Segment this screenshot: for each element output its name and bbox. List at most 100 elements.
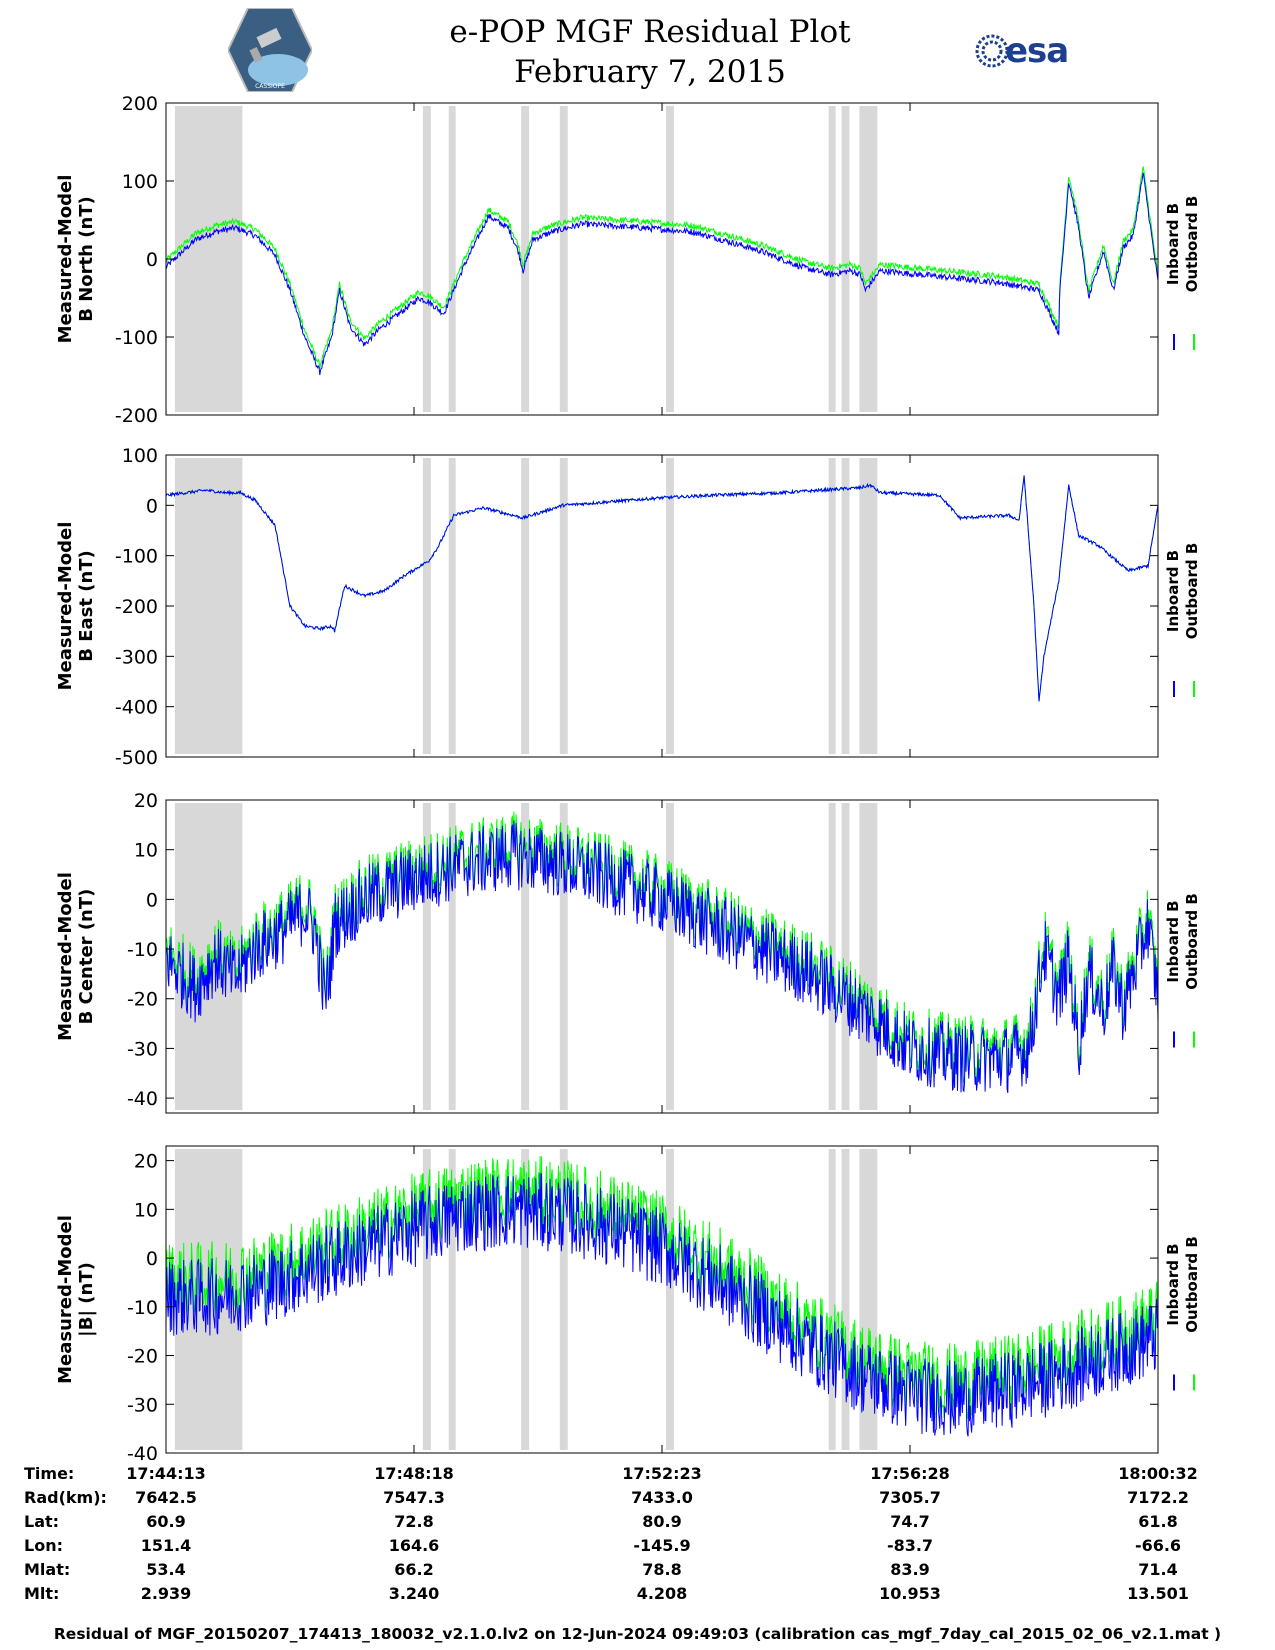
y-axis-label: Measured-Model|B| (nT) (55, 1215, 97, 1384)
data-gap-band (422, 458, 431, 754)
y-axis-label-line2: B East (nT) (76, 550, 97, 662)
data-gap-band (859, 803, 878, 1110)
orbit-table-value: 3.240 (388, 1584, 440, 1603)
legend: Inboard BOutboard B (1164, 1236, 1201, 1333)
orbit-table-label: Lat: (24, 1512, 60, 1531)
orbit-table-value: 7547.3 (383, 1488, 445, 1507)
data-gap-band (828, 1149, 836, 1450)
data-gap-band (448, 1149, 456, 1450)
y-axis-label-line1: Measured-Model (55, 1215, 76, 1384)
orbit-table-value: 17:44:13 (126, 1464, 206, 1483)
y-tick-label: 200 (122, 93, 158, 115)
y-tick-label: 100 (122, 445, 158, 467)
orbit-table-value: 80.9 (642, 1512, 682, 1531)
chart-panel-1: -200 -100 0 100 200 Measured-ModelB North (nT… (55, 93, 1201, 427)
orbit-table-value: 17:48:18 (374, 1464, 454, 1483)
y-tick-label: 10 (134, 840, 158, 862)
orbit-table-value: 164.6 (388, 1536, 440, 1555)
y-tick-label: -20 (127, 989, 158, 1011)
outboard-b-series (165, 475, 1159, 702)
footer-note: Residual of MGF_20150207_174413_180032_v… (53, 1625, 1222, 1643)
orbit-table-value: 2.939 (140, 1584, 192, 1603)
y-tick-label: -100 (115, 546, 158, 568)
logo-caption: CASSIOPE (255, 83, 285, 90)
orbit-table-value: 74.7 (890, 1512, 930, 1531)
inboard-b-series (165, 820, 1159, 1093)
y-tick-label: -10 (127, 939, 158, 961)
chart-panel-4: -40 -30 -20 -10 0 10 20 Measured-Model|B| (nT) I… (55, 1145, 1201, 1460)
orbit-table-value: 7172.2 (1127, 1488, 1189, 1507)
orbit-table-value: 83.9 (890, 1560, 930, 1579)
legend-entry-outboard: Outboard B (1183, 1236, 1201, 1333)
orbit-table-value: -83.7 (886, 1536, 934, 1555)
y-axis-label-line1: Measured-Model (55, 872, 76, 1041)
orbit-table-row: Mlt: 2.939 3.240 4.208 10.953 13.501 (0, 1584, 1275, 1608)
y-tick-label: -500 (115, 747, 158, 769)
data-gap-band (841, 106, 850, 412)
orbit-table-value: 7305.7 (879, 1488, 941, 1507)
legend: Inboard BOutboard B (1164, 893, 1201, 990)
orbit-table-label: Rad(km): (24, 1488, 107, 1507)
legend-entry-outboard: Outboard B (1183, 196, 1201, 293)
data-gap-band (665, 458, 674, 754)
y-tick-label: 0 (146, 1248, 158, 1270)
data-gap-band (559, 803, 568, 1110)
orbit-table-value: 7642.5 (135, 1488, 197, 1507)
plot-frame (165, 1145, 1159, 1454)
y-tick-label: -40 (127, 1088, 158, 1110)
y-axis-label-line1: Measured-Model (55, 175, 76, 344)
data-gap-band (841, 803, 850, 1110)
data-gap-band (448, 458, 456, 754)
y-tick-label: -100 (115, 327, 158, 349)
orbit-table-value: -66.6 (1134, 1536, 1182, 1555)
data-gap-band (448, 803, 456, 1110)
esa-emblem-icon (975, 34, 1009, 68)
orbit-table-value: 72.8 (394, 1512, 434, 1531)
data-gap-band (841, 1149, 850, 1450)
plot-frame (165, 454, 1159, 758)
orbit-table-value: -145.9 (633, 1536, 691, 1555)
y-axis-label-line2: |B| (nT) (76, 1262, 97, 1337)
orbit-table-row: Mlat: 53.4 66.2 78.8 83.9 71.4 (0, 1560, 1275, 1584)
outboard-b-series (165, 811, 1159, 1085)
cassiope-mission-logo: CASSIOPE (228, 8, 312, 92)
legend: Inboard BOutboard B (1164, 543, 1201, 640)
y-axis-label-line1: Measured-Model (55, 522, 76, 691)
orbit-table-value: 17:52:23 (622, 1464, 702, 1483)
legend-entry-outboard: Outboard B (1183, 893, 1201, 990)
y-axis-label: Measured-ModelB East (nT) (55, 522, 97, 691)
chart-date: February 7, 2015 (514, 54, 786, 90)
y-axis-label-line2: B Center (nT) (76, 889, 97, 1025)
y-tick-label: -200 (115, 405, 158, 427)
orbit-table-value: 10.953 (879, 1584, 941, 1603)
y-tick-label: 10 (134, 1199, 158, 1221)
orbit-table-value: 60.9 (146, 1512, 186, 1531)
orbit-table-label: Time: (24, 1464, 75, 1483)
orbit-table-value: 71.4 (1138, 1560, 1178, 1579)
data-gap-band (859, 458, 878, 754)
inboard-b-series (165, 172, 1159, 376)
y-tick-label: -10 (127, 1297, 158, 1319)
y-tick-label: -300 (115, 646, 158, 668)
legend-entry-inboard: Inboard B (1164, 1243, 1182, 1325)
y-tick-label: -30 (127, 1038, 158, 1060)
data-gap-band (422, 803, 431, 1110)
data-gap-band (448, 106, 456, 412)
data-gap-band (422, 106, 431, 412)
data-gap-band (521, 1149, 530, 1450)
orbit-table-value: 78.8 (642, 1560, 682, 1579)
data-gap-band (521, 458, 530, 754)
data-gap-band (559, 458, 568, 754)
chart-panel-2: -500 -400 -300 -200 -100 0 100 Measured-ModelB … (55, 445, 1201, 769)
orbit-table-label: Mlt: (24, 1584, 60, 1603)
outboard-b-series (165, 166, 1159, 369)
data-gap-band (665, 1149, 674, 1450)
esa-wordmark: esa (1005, 31, 1069, 71)
orbit-table-value: 53.4 (146, 1560, 186, 1579)
data-gap-band (828, 458, 836, 754)
legend: Inboard BOutboard B (1164, 196, 1201, 293)
y-tick-label: -200 (115, 596, 158, 618)
data-gap-band (828, 803, 836, 1110)
orbit-table-value: 151.4 (140, 1536, 192, 1555)
